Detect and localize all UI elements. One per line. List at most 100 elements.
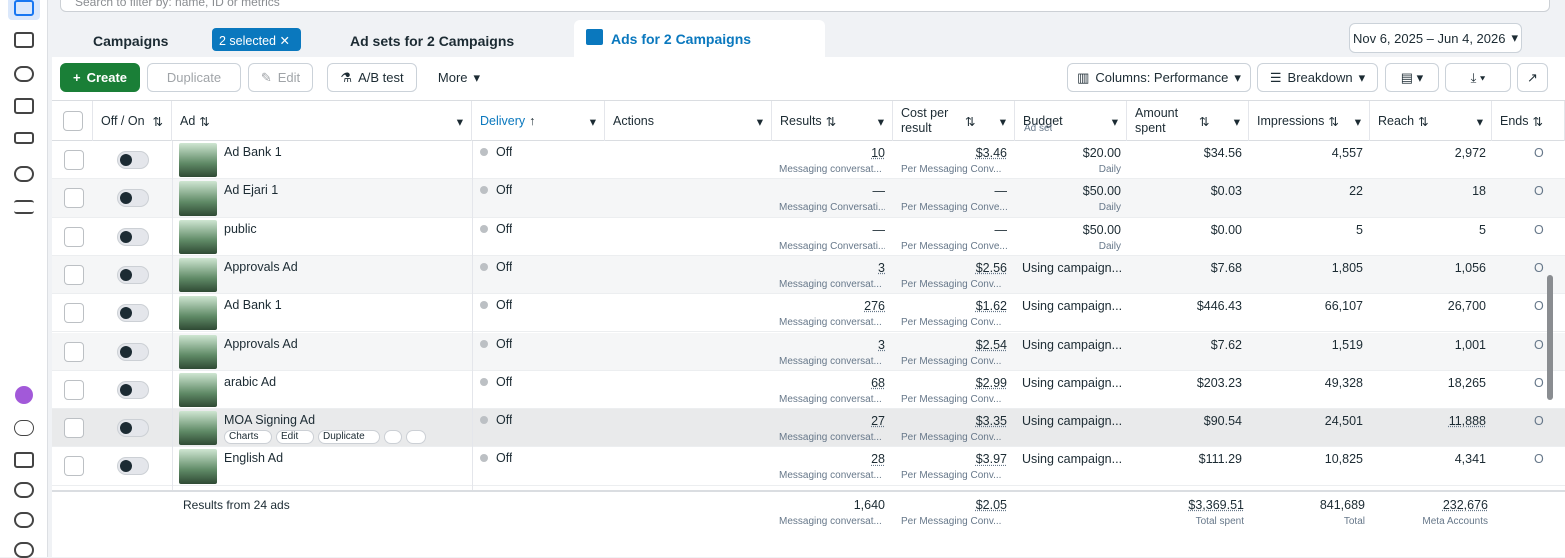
column-header[interactable]: Amount spent ⇅ ▾ [1127,101,1249,141]
toggle[interactable] [117,304,149,323]
date-picker[interactable]: Nov 6, 2025 – Jun 4, 2026 ▾ [1349,23,1522,53]
reports-button[interactable]: ▤ ▾ [1385,63,1439,92]
budget-value: Using campaign... [1022,337,1121,352]
budget-value: Using campaign... [1022,375,1121,390]
abtest-button[interactable]: ⚗ A/B test [327,63,417,92]
row-checkbox[interactable] [64,188,84,209]
toggle[interactable] [117,265,149,284]
row-action[interactable] [384,430,402,445]
export-button[interactable]: ⤓ ▾ [1445,63,1511,92]
sort-icon[interactable]: ⇅ [152,114,163,129]
tab-adsets[interactable]: Ad sets for 2 Campaigns [326,24,566,56]
impressions-value: 1,519 [1331,337,1363,352]
column-menu[interactable]: ▾ [1111,114,1118,129]
sort-icon[interactable]: ⇅ [1532,114,1543,129]
column-menu[interactable]: ▾ [1476,114,1483,129]
column-header[interactable]: Reach ⇅ ▾ [1370,101,1492,141]
row-checkbox[interactable] [64,150,84,170]
nav-icon[interactable] [14,132,34,144]
sort-icon[interactable]: ⇅ [199,114,210,129]
ad-name[interactable]: Approvals Ad [224,259,298,274]
nav-icon[interactable] [14,98,34,114]
columns-button[interactable]: ▥ Columns: Performance ▾ [1067,63,1251,92]
column-menu[interactable]: ▾ [999,114,1006,129]
create-button[interactable]: + Create [60,63,140,92]
ad-name[interactable]: public [224,221,257,236]
column-menu[interactable]: ▾ [756,114,763,129]
duplicate-button[interactable]: Duplicate [147,63,241,92]
ad-name[interactable]: Approvals Ad [224,336,298,351]
nav-icon[interactable] [14,452,34,468]
search-input[interactable]: Search to filter by: name, ID or metrics [60,0,1550,12]
nav-icon[interactable] [14,482,34,498]
budget-value: $50.00 [1082,222,1121,237]
row-checkbox[interactable] [64,379,84,400]
column-menu[interactable]: ▾ [877,114,884,129]
nav-icon[interactable] [15,386,33,404]
nav-icon[interactable] [14,420,34,436]
tab-ads[interactable]: Ads for 2 Campaigns [574,20,825,57]
row-checkbox[interactable] [64,418,84,439]
nav-icon[interactable] [14,200,34,214]
selected-chip[interactable]: 2 selected ✕ [212,28,301,51]
ad-name[interactable]: English Ad [224,451,284,466]
row-action[interactable] [406,430,426,445]
column-header[interactable]: Ends ⇅ [1492,101,1565,141]
sort-icon[interactable]: ⇅ [1328,114,1339,129]
nav-icon[interactable] [14,0,34,16]
budget-sub: Daily [1098,240,1121,252]
row-checkbox[interactable] [64,341,84,362]
ad-name[interactable]: Ad Bank 1 [224,298,282,313]
column-header[interactable]: Budget ▾ [1015,101,1127,141]
column-menu[interactable]: ▾ [456,114,463,129]
column-header[interactable]: Off / On ⇅ [93,101,172,141]
column-header[interactable]: Actions ▾ [605,101,772,141]
ad-name[interactable]: Ad Ejari 1 [224,183,279,198]
row-checkbox[interactable] [64,456,84,477]
toggle[interactable] [117,342,149,361]
toggle[interactable] [117,151,149,169]
row-action[interactable]: Duplicate [318,430,380,445]
column-header[interactable]: Ad ⇅ ▾ [172,101,472,141]
row-checkbox[interactable] [64,303,84,324]
column-header[interactable]: Results ⇅ ▾ [772,101,893,141]
toggle[interactable] [117,189,149,208]
row-action[interactable]: Charts [224,430,272,445]
row-checkbox[interactable] [64,264,84,285]
row-checkbox[interactable] [64,226,84,247]
toggle[interactable] [117,457,149,476]
sort-icon[interactable]: ⇅ [825,114,837,129]
sort-icon[interactable]: ⇅ [1418,114,1429,129]
nav-icon[interactable] [14,542,34,558]
tab-campaigns[interactable]: Campaigns [60,24,310,56]
toggle[interactable] [117,227,149,246]
column-menu[interactable]: ▾ [589,114,596,129]
sort-icon[interactable]: ⇅ [1199,114,1210,129]
sort-icon[interactable]: ⇅ [965,114,976,129]
scrollbar[interactable] [1547,275,1553,400]
nav-icon[interactable] [14,66,34,82]
more-button[interactable]: More ▾ [426,63,492,92]
column-menu[interactable]: ▾ [1354,114,1361,129]
column-menu[interactable]: ▾ [1233,114,1240,129]
column-header[interactable]: Delivery ↑ ▾ [472,101,605,141]
column-header[interactable]: Impressions ⇅ ▾ [1249,101,1370,141]
edit-button[interactable]: ✎ Edit [248,63,313,92]
results-value: — [872,184,886,199]
column-header[interactable] [52,101,93,141]
toggle[interactable] [117,419,149,438]
chart-button[interactable]: ↗ [1517,63,1548,92]
ad-name[interactable]: Ad Bank 1 [224,145,282,159]
select-all-checkbox[interactable] [63,111,83,131]
breakdown-button[interactable]: ☰ Breakdown ▾ [1257,63,1378,92]
nav-icon[interactable] [14,166,34,182]
sort-icon[interactable]: ↑ [529,114,536,128]
ad-name[interactable]: MOA Signing Ad [224,413,316,428]
nav-icon[interactable] [14,512,34,528]
ad-name[interactable]: arabic Ad [224,374,277,389]
column-header[interactable]: Cost per result ⇅ ▾ [893,101,1015,141]
toggle[interactable] [117,380,149,399]
budget-sub: Daily [1098,202,1121,214]
nav-icon[interactable] [14,32,34,48]
row-action[interactable]: Edit [276,430,314,445]
